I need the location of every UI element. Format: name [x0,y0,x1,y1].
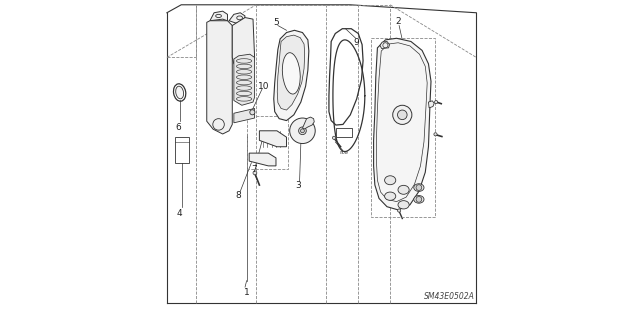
Text: 1: 1 [244,288,250,297]
Text: 3: 3 [296,181,301,189]
Text: rte: rte [339,150,348,155]
Polygon shape [374,38,431,210]
Polygon shape [380,41,390,48]
Text: 7: 7 [251,165,257,174]
Polygon shape [229,13,245,23]
Ellipse shape [414,184,424,191]
Circle shape [290,118,316,144]
Polygon shape [259,131,287,147]
Circle shape [387,177,394,183]
Circle shape [416,197,422,202]
Circle shape [393,105,412,124]
Circle shape [387,193,394,199]
Circle shape [401,202,407,208]
Circle shape [301,129,305,133]
Text: 8: 8 [236,191,241,200]
Circle shape [332,136,335,139]
Ellipse shape [398,201,409,209]
Circle shape [397,209,401,212]
Polygon shape [210,11,227,21]
Circle shape [416,185,422,190]
Polygon shape [232,18,255,67]
Circle shape [253,171,257,175]
Polygon shape [277,35,305,110]
Ellipse shape [176,86,184,99]
Polygon shape [274,30,309,121]
Text: 9: 9 [354,38,360,47]
Polygon shape [234,108,255,123]
Polygon shape [207,21,232,134]
Ellipse shape [385,192,396,200]
Circle shape [401,187,407,193]
Polygon shape [234,54,255,105]
Circle shape [435,100,438,104]
Text: 5: 5 [273,19,279,27]
Ellipse shape [385,176,396,185]
Text: 2: 2 [396,17,401,26]
Text: 4: 4 [177,209,182,218]
Circle shape [250,110,255,115]
Polygon shape [249,153,276,166]
Text: SM43E0502A: SM43E0502A [424,293,475,301]
Circle shape [299,127,307,135]
Ellipse shape [398,185,409,194]
Text: 6: 6 [175,123,181,132]
Polygon shape [303,117,314,129]
Ellipse shape [282,53,300,94]
Text: 10: 10 [257,82,269,91]
Circle shape [397,110,407,120]
Circle shape [434,133,437,136]
Polygon shape [428,101,434,108]
Ellipse shape [414,196,424,203]
